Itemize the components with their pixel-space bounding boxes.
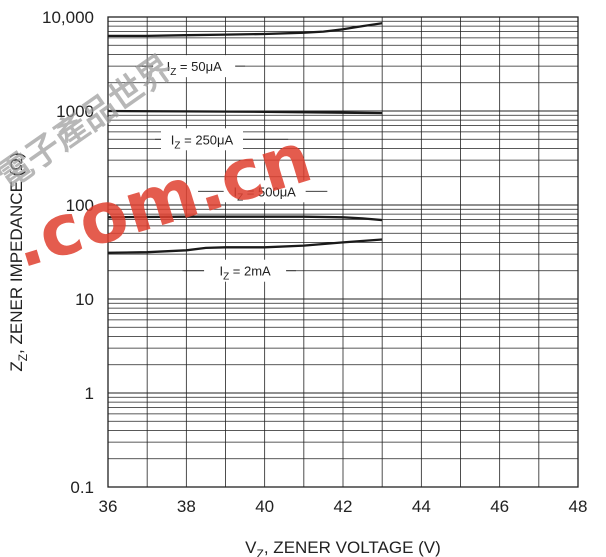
series-label-0: IZ = 50μA: [167, 59, 223, 78]
x-axis-title: VZ, ZENER VOLTAGE (V): [245, 538, 441, 557]
x-tick-label: 44: [412, 497, 431, 516]
x-tick-label: 36: [99, 497, 118, 516]
series-group: [107, 22, 383, 254]
y-tick-labels: 10,000 1000 100 10 1 0.1: [42, 8, 94, 497]
y-tick-label: 1000: [56, 102, 94, 121]
series-label-3: IZ = 2mA: [219, 264, 271, 283]
series-label-bg: [204, 259, 287, 282]
series-label-sub: Z: [237, 192, 243, 203]
series-label-sub: Z: [174, 140, 180, 151]
series-label-rest: = 250μA: [181, 132, 234, 147]
y-axis-title-rest: , ZENER IMPEDANCE (Ω): [7, 152, 26, 354]
series-label-1: IZ = 250μA: [171, 132, 234, 151]
x-tick-label: 40: [255, 497, 274, 516]
x-tick-labels: 36 38 40 42 44 46 48: [99, 497, 588, 516]
x-tick-label: 48: [569, 497, 588, 516]
series-label-bg: [223, 180, 306, 203]
y-axis-title-main: Z: [7, 361, 26, 371]
series-label-main: I: [233, 184, 237, 199]
grid: [107, 17, 579, 488]
series-label-main: I: [219, 264, 223, 279]
series-label-bg: [153, 55, 236, 78]
y-tick-label: 10,000: [42, 8, 94, 27]
series-label-rest: = 2mA: [229, 264, 271, 279]
series-line-3: [107, 238, 383, 254]
series-line-1: [107, 109, 383, 115]
x-tick-label: 38: [177, 497, 196, 516]
series-label-main: I: [171, 132, 175, 147]
series-label-sub: Z: [223, 272, 229, 283]
x-tick-label: 42: [334, 497, 353, 516]
y-tick-label: 100: [66, 196, 94, 215]
y-axis-title: ZZ, ZENER IMPEDANCE (Ω): [7, 152, 30, 371]
y-tick-label: 0.1: [70, 478, 94, 497]
series-line-2: [107, 215, 383, 222]
series-label-sub: Z: [170, 67, 176, 78]
y-axis-title-sub: Z: [16, 354, 30, 361]
series-label-rest: = 500μA: [243, 184, 296, 199]
series-label-bg: [161, 128, 243, 151]
series-label-rest: = 50μA: [176, 59, 222, 74]
series-line-0: [108, 22, 383, 38]
x-axis-title-sub: Z: [257, 547, 264, 557]
x-axis-title-main: V: [245, 538, 257, 557]
series-label-main: I: [167, 59, 171, 74]
y-tick-label: 1: [85, 384, 94, 403]
x-axis-title-rest: , ZENER VOLTAGE (V): [264, 538, 441, 557]
series-label-2: IZ = 500μA: [233, 184, 296, 203]
y-tick-label: 10: [75, 290, 94, 309]
x-tick-label: 46: [490, 497, 509, 516]
